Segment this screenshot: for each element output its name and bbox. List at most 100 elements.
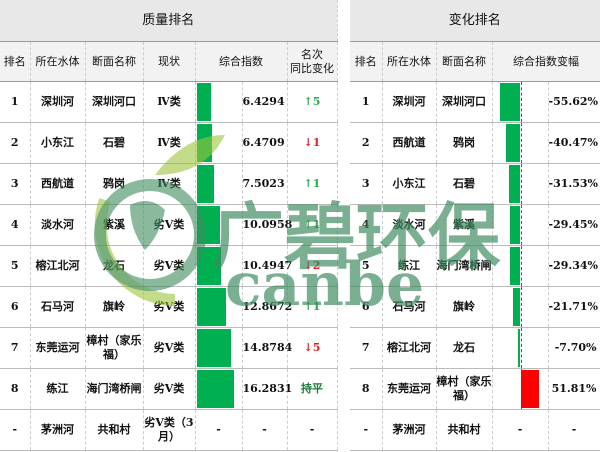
water-cell: 深圳河 xyxy=(30,81,86,123)
section-cell: 共和村 xyxy=(436,409,493,451)
rank-cell: 5 xyxy=(0,245,31,287)
change-pct-cell: -40.47% xyxy=(548,122,600,164)
change-bar xyxy=(509,206,521,244)
water-cell: 练江 xyxy=(382,245,437,287)
change-bar-cell xyxy=(492,327,549,369)
change-bar xyxy=(517,329,521,367)
index-value-cell: 12.8672 xyxy=(242,286,292,328)
table-row: 1 深圳河 深圳河口 -55.62% xyxy=(350,81,600,123)
rank-change-cell: ↑1 xyxy=(287,163,338,205)
rank-cell: 6 xyxy=(0,286,31,328)
index-bar-cell: - xyxy=(195,409,243,451)
water-cell: 东莞运河 xyxy=(30,327,86,369)
rank-change-cell: ↓2 xyxy=(287,245,338,287)
table-row: 2 西航道 鸦岗 -40.47% xyxy=(350,122,600,164)
change-bar-cell: - xyxy=(492,409,549,451)
water-cell: 西航道 xyxy=(382,122,437,164)
index-value-cell: 14.8784 xyxy=(242,327,292,369)
index-bar xyxy=(196,83,212,121)
index-bar xyxy=(196,165,214,203)
rank-cell: 2 xyxy=(350,122,383,164)
change-bar-cell xyxy=(492,81,549,123)
header-status: 现状 xyxy=(143,41,196,82)
index-value-cell: 16.2831 xyxy=(242,368,292,410)
change-ranking-table: 变化排名 排名 所在水体 断面名称 综合指数变幅 1 深圳河 深圳河口 -55.62% 2 西航… xyxy=(350,0,600,451)
index-bar-cell xyxy=(195,81,243,123)
rank-cell: 3 xyxy=(350,163,383,205)
table-row: 6 石马河 旗岭 劣Ⅴ类 12.8672 ↑1 xyxy=(0,286,338,328)
index-bar-cell xyxy=(195,204,243,246)
rank-change-cell: ↓5 xyxy=(287,327,338,369)
rank-change-cell: 持平 xyxy=(287,368,338,410)
table-row: 3 小东江 石碧 -31.53% xyxy=(350,163,600,205)
table-row: 1 深圳河 深圳河口 Ⅳ类 6.4294 ↑5 xyxy=(0,81,338,123)
rank-cell: 5 xyxy=(350,245,383,287)
status-cell: Ⅳ类 xyxy=(143,81,196,123)
quality-ranking-title: 质量排名 xyxy=(0,0,338,42)
water-cell: 榕江北河 xyxy=(382,327,437,369)
status-cell: 劣Ⅴ类（3月） xyxy=(143,409,196,451)
change-pct-cell: - xyxy=(548,409,600,451)
change-pct-cell: -29.45% xyxy=(548,204,600,246)
section-cell: 龙石 xyxy=(85,245,144,287)
water-cell: 小东江 xyxy=(382,163,437,205)
change-pct-cell: -7.70% xyxy=(548,327,600,369)
index-value-cell: 6.4294 xyxy=(242,81,288,123)
change-bar-cell xyxy=(492,245,549,287)
rank-cell: 4 xyxy=(350,204,383,246)
section-cell: 深圳河口 xyxy=(85,81,144,123)
water-cell: 榕江北河 xyxy=(30,245,86,287)
table-row: 2 小东江 石碧 Ⅳ类 6.4709 ↓1 xyxy=(0,122,338,164)
index-bar xyxy=(196,247,221,285)
section-cell: 旗岭 xyxy=(85,286,144,328)
change-bar xyxy=(520,370,540,408)
section-cell: 旗岭 xyxy=(436,286,493,328)
table-row: 8 东莞运河 樟村（家乐福） 51.81% xyxy=(350,368,600,410)
zero-axis xyxy=(520,246,522,286)
rank-cell: 8 xyxy=(0,368,31,410)
change-bar xyxy=(509,165,521,203)
water-cell: 茅洲河 xyxy=(30,409,86,451)
index-bar xyxy=(196,370,235,408)
change-bar xyxy=(509,247,521,285)
rank-change-cell: ↑1 xyxy=(287,204,338,246)
status-cell: 劣Ⅴ类 xyxy=(143,245,196,287)
index-value-cell: 10.0958 xyxy=(242,204,292,246)
section-cell: 紫溪 xyxy=(436,204,493,246)
rank-cell: 6 xyxy=(350,286,383,328)
water-cell: 茅洲河 xyxy=(382,409,437,451)
index-bar xyxy=(196,206,221,244)
header-water: 所在水体 xyxy=(382,41,437,82)
table-row: 8 练江 海门湾桥闸 劣Ⅴ类 16.2831 持平 xyxy=(0,368,338,410)
water-cell: 石马河 xyxy=(30,286,86,328)
change-pct-cell: 51.81% xyxy=(548,368,600,410)
water-cell: 小东江 xyxy=(30,122,86,164)
status-cell: 劣Ⅴ类 xyxy=(143,368,196,410)
rank-cell: - xyxy=(350,409,383,451)
section-cell: 龙石 xyxy=(436,327,493,369)
change-bar xyxy=(512,288,521,326)
change-bar xyxy=(500,83,521,121)
change-bar-cell xyxy=(492,286,549,328)
change-bar-cell xyxy=(492,163,549,205)
table-row: 7 榕江北河 龙石 -7.70% xyxy=(350,327,600,369)
change-bar-cell xyxy=(492,122,549,164)
rank-change-cell: ↑5 xyxy=(287,81,338,123)
header-rank-change: 名次 同比变化 xyxy=(287,41,338,82)
table-row: - 茅洲河 共和村 - - xyxy=(350,409,600,451)
section-cell: 共和村 xyxy=(85,409,144,451)
status-cell: 劣Ⅴ类 xyxy=(143,286,196,328)
water-cell: 淡水河 xyxy=(382,204,437,246)
rank-cell: 1 xyxy=(0,81,31,123)
table-row: 4 淡水河 紫溪 -29.45% xyxy=(350,204,600,246)
index-bar xyxy=(196,124,212,162)
table-row: - 茅洲河 共和村 劣Ⅴ类（3月） - - - xyxy=(0,409,338,451)
section-cell: 海门湾桥闸 xyxy=(436,245,493,287)
section-cell: 紫溪 xyxy=(85,204,144,246)
change-bar-cell xyxy=(492,368,549,410)
change-bar-cell xyxy=(492,204,549,246)
status-cell: 劣Ⅴ类 xyxy=(143,327,196,369)
index-bar xyxy=(196,329,232,367)
change-pct-cell: -29.34% xyxy=(548,245,600,287)
zero-axis xyxy=(520,164,522,204)
